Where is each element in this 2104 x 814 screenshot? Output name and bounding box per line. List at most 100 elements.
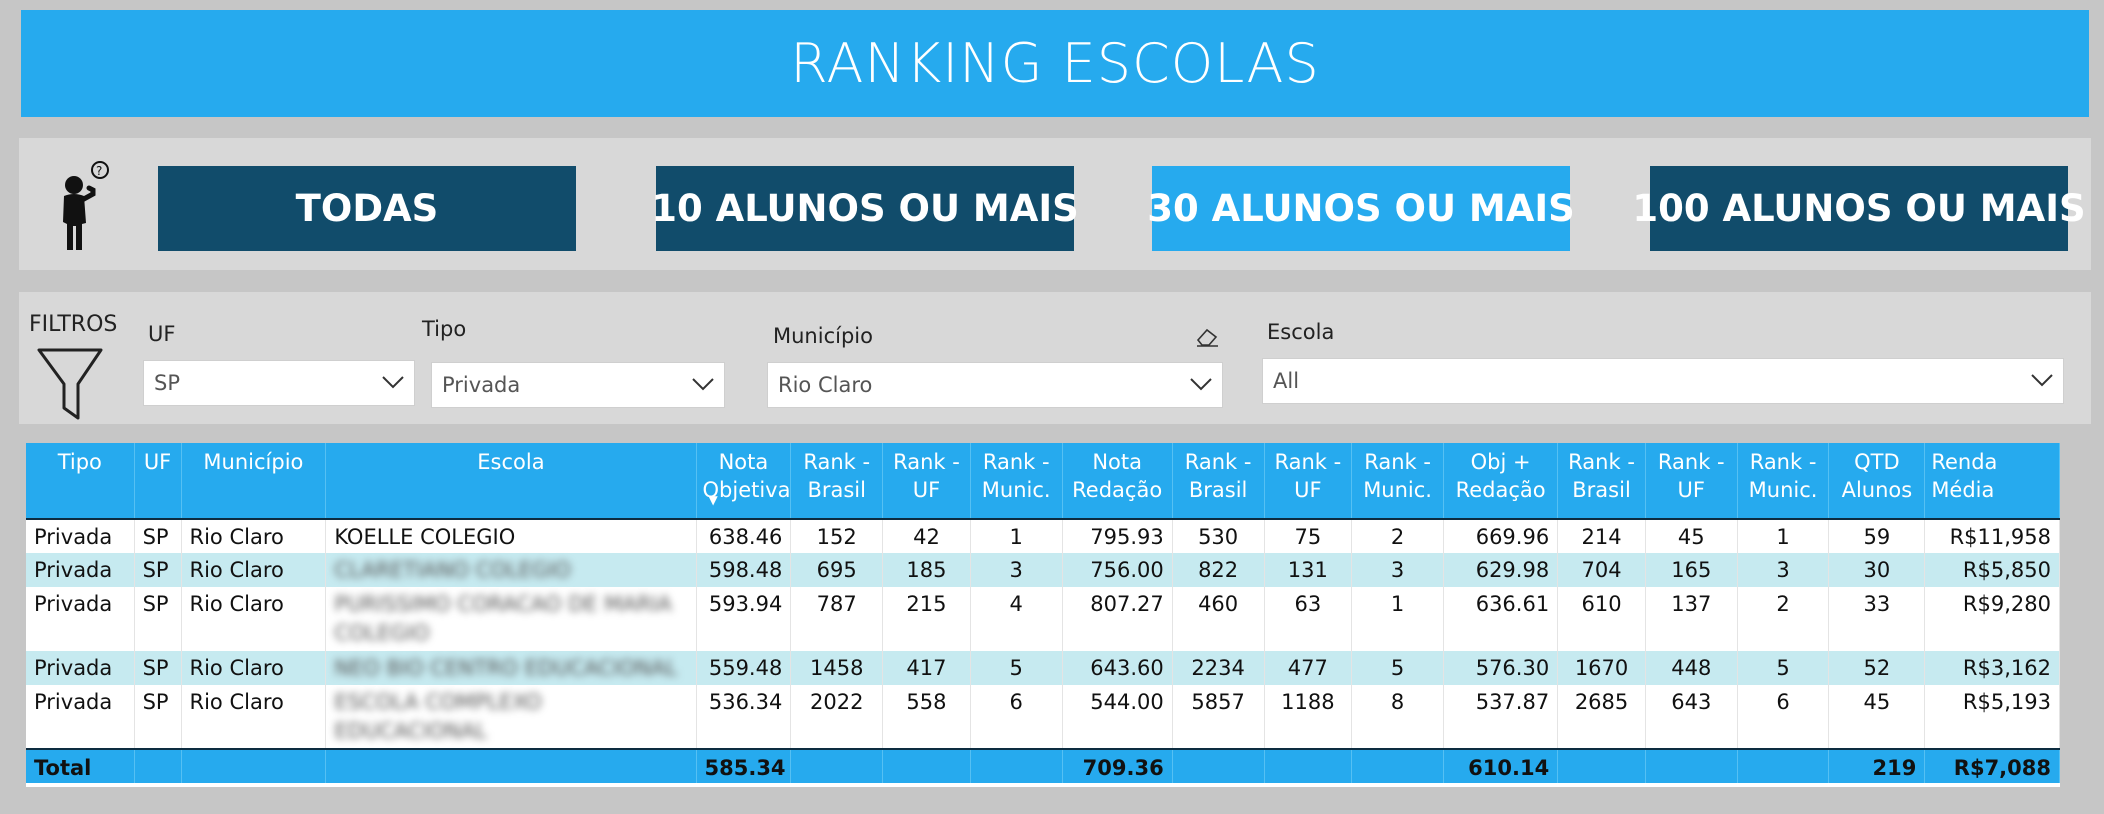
total-empty-cell <box>1645 749 1738 783</box>
cell-obj-redacao: 537.87 <box>1443 685 1559 749</box>
eraser-icon[interactable] <box>1194 326 1222 348</box>
table-row[interactable]: Privada SP Rio Claro CLARETIANO COLEGIO 598.… <box>26 553 2060 587</box>
10-alunos-button[interactable]: 10 ALUNOS OU MAIS <box>651 166 1079 251</box>
funnel-icon <box>37 348 103 420</box>
cell-nota-objetiva: 598.48 <box>696 553 792 587</box>
filters-panel: FILTROS UF SP Tipo Privada Município Rio… <box>19 292 2091 424</box>
escola-dropdown[interactable]: All <box>1262 358 2064 404</box>
cell-rank-brasil: 214 <box>1557 519 1646 553</box>
cell-tipo: Privada <box>26 587 135 651</box>
cell-renda-media: R$9,280 <box>1924 587 2060 651</box>
col-header-nota-objetiva-label: Nota Objetiva <box>702 450 791 502</box>
cell-rank-brasil: 460 <box>1172 587 1265 651</box>
cell-rank-munic: 6 <box>970 685 1063 749</box>
tipo-dropdown[interactable]: Privada <box>431 362 725 408</box>
col-header-qtd-alunos[interactable]: QTD Alunos <box>1828 443 1926 519</box>
cell-rank-brasil: 2685 <box>1557 685 1646 749</box>
col-header-nota-redacao[interactable]: Nota Redação <box>1062 443 1173 519</box>
cell-rank-munic: 2 <box>1737 587 1830 651</box>
ranking-table: Tipo UF Município Escola Nota Objetiva ▼ … <box>26 443 2060 783</box>
cell-rank-munic: 1 <box>970 519 1063 553</box>
col-header-uf[interactable]: UF <box>134 443 182 519</box>
cell-rank-munic: 3 <box>1737 553 1830 587</box>
cell-municipio: Rio Claro <box>181 651 327 685</box>
col-header-municipio[interactable]: Município <box>181 443 327 519</box>
col-header-nota-objetiva[interactable]: Nota Objetiva ▼ <box>696 443 792 519</box>
cell-obj-redacao: 576.30 <box>1443 651 1559 685</box>
cell-renda-media: R$3,162 <box>1924 651 2060 685</box>
cell-rank-brasil: 704 <box>1557 553 1646 587</box>
col-header-tipo[interactable]: Tipo <box>26 443 135 519</box>
col-header-rank-uf-3[interactable]: Rank - UF <box>1645 443 1738 519</box>
cell-tipo: Privada <box>26 553 135 587</box>
cell-nota-redacao: 795.93 <box>1062 519 1173 553</box>
col-header-rank-brasil-2[interactable]: Rank - Brasil <box>1172 443 1265 519</box>
total-qtd-alunos: 219 <box>1828 749 1926 783</box>
col-header-rank-brasil-3[interactable]: Rank - Brasil <box>1557 443 1646 519</box>
municipio-dropdown[interactable]: Rio Claro <box>767 362 1223 408</box>
cell-rank-uf: 558 <box>882 685 971 749</box>
cell-qtd-alunos: 45 <box>1828 685 1926 749</box>
cell-nota-redacao: 807.27 <box>1062 587 1173 651</box>
total-empty-cell <box>181 749 327 783</box>
cell-rank-munic: 5 <box>1737 651 1830 685</box>
cell-municipio: Rio Claro <box>181 519 327 553</box>
col-header-escola[interactable]: Escola <box>325 443 697 519</box>
cell-rank-brasil: 1670 <box>1557 651 1646 685</box>
cell-escola: ESCOLA COMPLEXO EDUCACIONAL <box>325 685 697 749</box>
table-row[interactable]: Privada SP Rio Claro PURISSIMO CORACAO DE M… <box>26 587 2060 651</box>
100-alunos-button[interactable]: 100 ALUNOS OU MAIS <box>1632 166 2086 251</box>
cell-rank-uf: 215 <box>882 587 971 651</box>
cell-rank-uf: 131 <box>1264 553 1353 587</box>
cell-renda-media: R$11,958 <box>1924 519 2060 553</box>
total-empty-cell <box>1351 749 1444 783</box>
chevron-down-icon <box>2031 374 2053 387</box>
table-row[interactable]: Privada SP Rio Claro ESCOLA COMPLEXO EDUCAC… <box>26 685 2060 749</box>
col-header-rank-munic-3[interactable]: Rank - Munic. <box>1737 443 1830 519</box>
chevron-down-icon <box>692 378 714 391</box>
cell-nota-redacao: 756.00 <box>1062 553 1173 587</box>
page-title: RANKING ESCOLAS <box>21 10 2089 117</box>
cell-qtd-alunos: 59 <box>1828 519 1926 553</box>
table-total-row: Total 585.34 709.36 610.14 219 R$7,088 <box>26 749 2060 783</box>
table-row[interactable]: Privada SP Rio Claro KOELLE COLEGIO 638.46 15… <box>26 519 2060 553</box>
todas-button[interactable]: TODAS <box>158 166 576 251</box>
cell-uf: SP <box>134 587 182 651</box>
col-header-renda-media[interactable]: Renda Média <box>1924 443 2060 519</box>
col-header-rank-munic[interactable]: Rank - Munic. <box>970 443 1063 519</box>
cell-rank-munic: 4 <box>970 587 1063 651</box>
30-alunos-button[interactable]: 30 ALUNOS OU MAIS <box>1147 166 1575 251</box>
cell-qtd-alunos: 30 <box>1828 553 1926 587</box>
total-empty-cell <box>970 749 1063 783</box>
cell-nota-objetiva: 536.34 <box>696 685 792 749</box>
cell-rank-brasil: 1458 <box>790 651 884 685</box>
total-label: Total <box>26 749 135 783</box>
tipo-label: Tipo <box>422 317 467 341</box>
cell-rank-munic: 5 <box>970 651 1063 685</box>
cell-nota-objetiva: 593.94 <box>696 587 792 651</box>
cell-escola: PURISSIMO CORACAO DE MARIA COLEGIO <box>325 587 697 651</box>
cell-nota-objetiva: 559.48 <box>696 651 792 685</box>
student-count-filter-panel: ? TODAS 10 ALUNOS OU MAIS 30 ALUNOS OU M… <box>19 138 2091 270</box>
col-header-rank-brasil[interactable]: Rank - Brasil <box>790 443 884 519</box>
cell-nota-objetiva: 638.46 <box>696 519 792 553</box>
cell-uf: SP <box>134 553 182 587</box>
cell-rank-brasil: 2022 <box>790 685 884 749</box>
col-header-rank-munic-2[interactable]: Rank - Munic. <box>1351 443 1444 519</box>
col-header-rank-uf[interactable]: Rank - UF <box>882 443 971 519</box>
uf-dropdown[interactable]: SP <box>143 360 415 406</box>
col-header-rank-uf-2[interactable]: Rank - UF <box>1264 443 1353 519</box>
cell-obj-redacao: 636.61 <box>1443 587 1559 651</box>
col-header-obj-redacao[interactable]: Obj + Redação <box>1443 443 1559 519</box>
cell-rank-brasil: 152 <box>790 519 884 553</box>
total-obj-redacao: 610.14 <box>1443 749 1559 783</box>
uf-value: SP <box>154 371 180 395</box>
total-empty-cell <box>1557 749 1646 783</box>
cell-obj-redacao: 669.96 <box>1443 519 1559 553</box>
cell-rank-brasil: 695 <box>790 553 884 587</box>
cell-renda-media: R$5,850 <box>1924 553 2060 587</box>
table-row[interactable]: Privada SP Rio Claro NEO BIO CENTRO EDUCACI… <box>26 651 2060 685</box>
cell-tipo: Privada <box>26 519 135 553</box>
cell-rank-uf: 137 <box>1645 587 1738 651</box>
cell-rank-brasil: 530 <box>1172 519 1265 553</box>
